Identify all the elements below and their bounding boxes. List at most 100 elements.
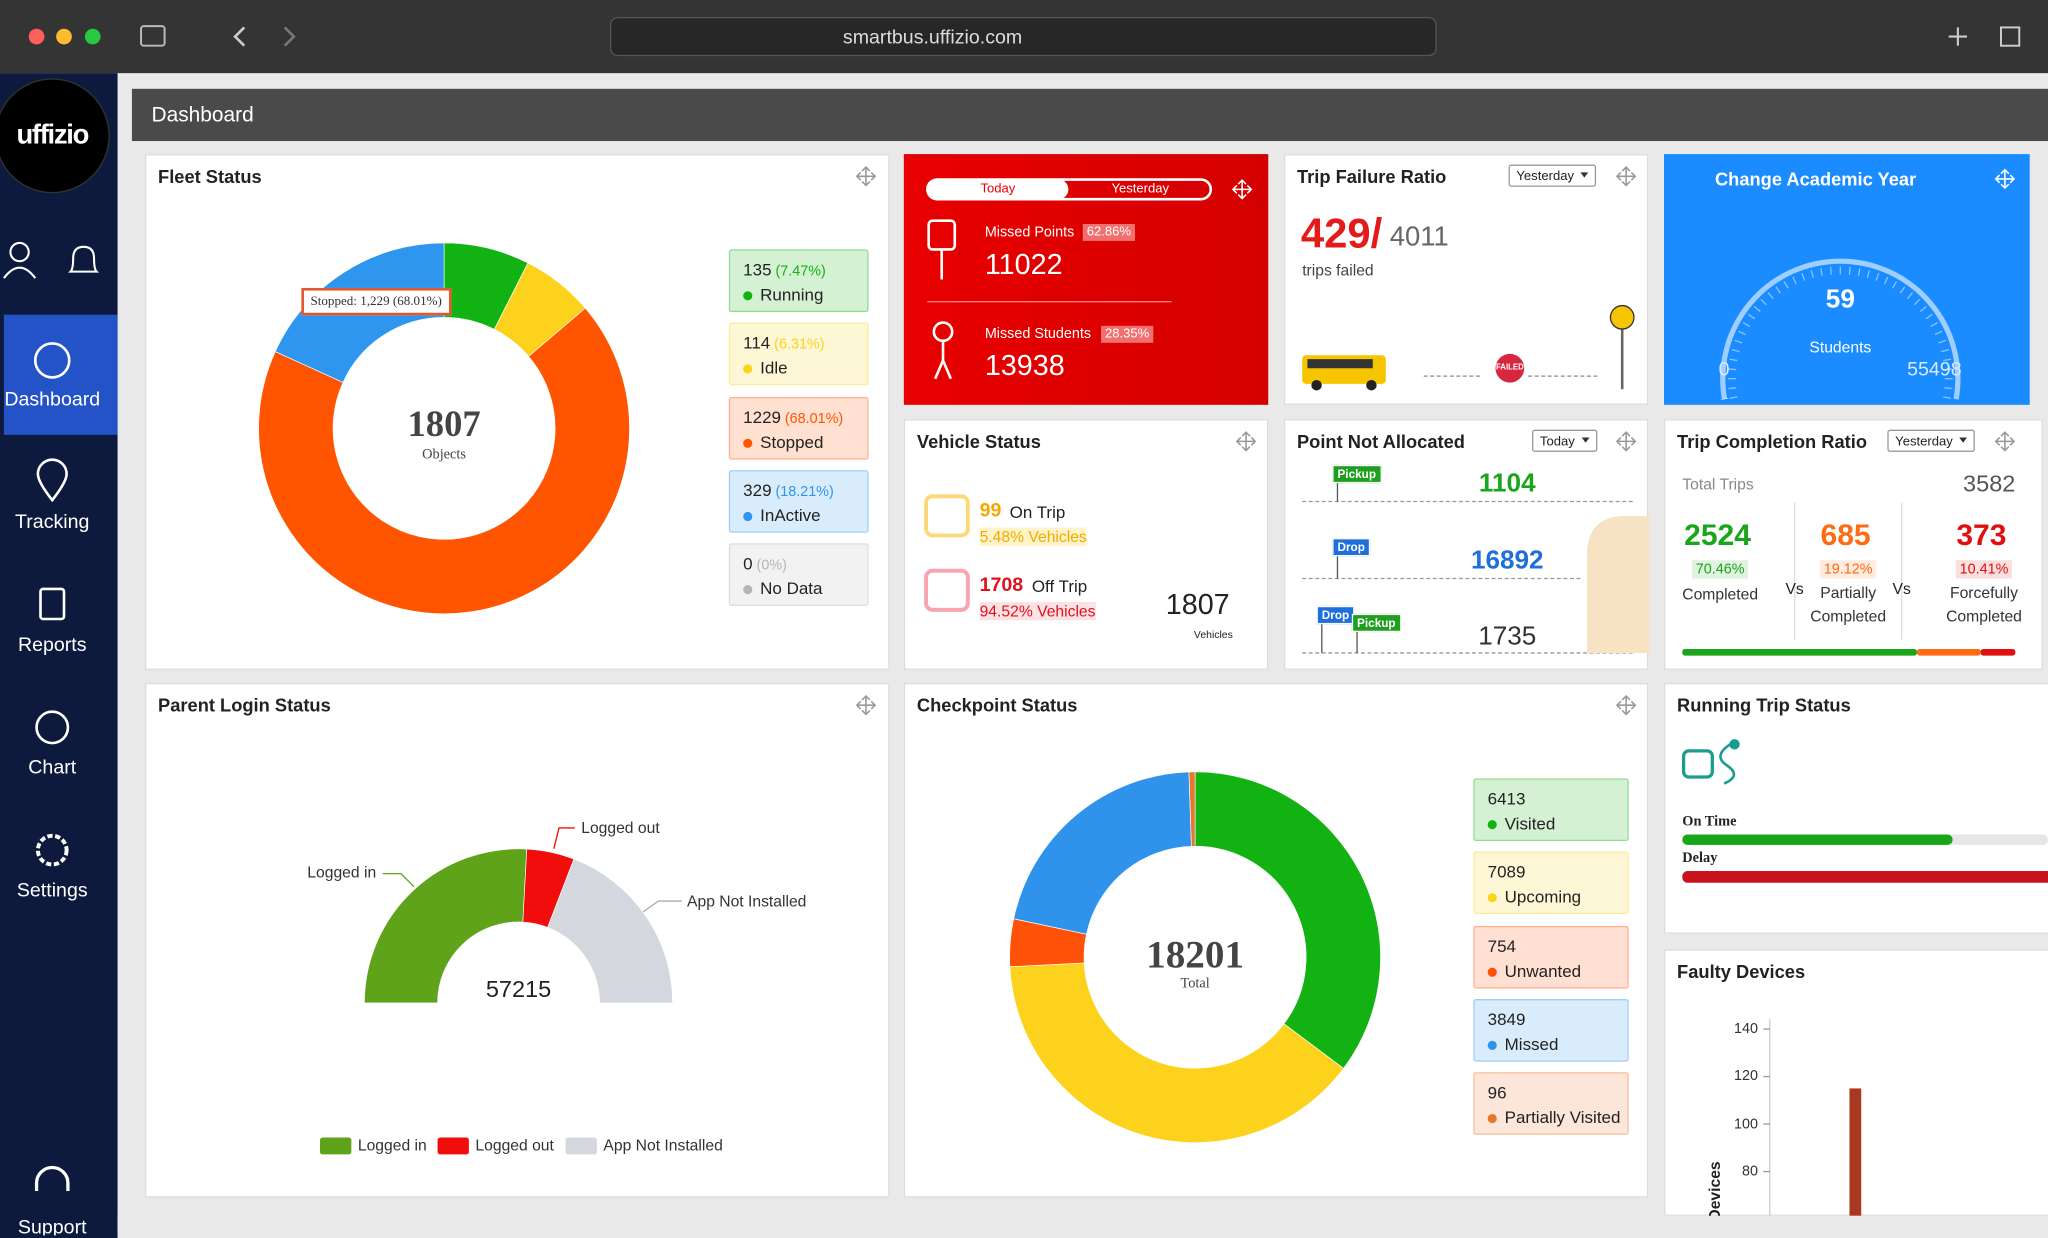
forward-button[interactable] [283, 26, 296, 47]
student-icon-body [933, 342, 953, 380]
logo-circle[interactable] [0, 78, 110, 194]
vs: Vs [1892, 579, 1911, 599]
gauge-tick [1930, 321, 1938, 328]
legend-item: 96 Partially Visited [1473, 1072, 1629, 1136]
gauge-tick [1944, 368, 1953, 371]
nav-item[interactable]: Reports [17, 634, 87, 657]
legend-count: 0 [743, 553, 753, 574]
legend-line: 7089 [1488, 862, 1628, 887]
period-dropdown[interactable]: Yesterday [1508, 164, 1597, 187]
bar-label: On Time [1682, 813, 1737, 830]
gauge-tick [1728, 387, 1737, 390]
off-trip-label: Off Trip [1031, 576, 1088, 597]
gauge-tick [1820, 267, 1823, 276]
legend-label: Visited [1504, 813, 1556, 834]
nav-item[interactable]: Tracking [15, 511, 90, 534]
tab[interactable]: Yesterday [1111, 182, 1170, 197]
donut-segment [258, 307, 630, 615]
card-title: Running Trip Status [1677, 694, 1851, 716]
gauge-max: 55498 [1907, 358, 1962, 381]
sidebar-toggle[interactable] [140, 25, 166, 47]
new-tab[interactable] [1948, 27, 1968, 46]
bar-label: Delay [1682, 850, 1718, 866]
period-dropdown[interactable]: Yesterday [1887, 429, 1975, 452]
completion-percent: 19.12% [1819, 560, 1877, 579]
y-tick-label: 120 [1734, 1068, 1759, 1085]
move-handle[interactable] [1615, 431, 1637, 452]
move-handle[interactable] [1615, 166, 1637, 187]
gauge-tick [1857, 267, 1861, 276]
move-handle[interactable] [855, 166, 877, 187]
legend-dot [743, 438, 753, 448]
gauge-tick [1810, 270, 1814, 278]
gauge-tick [1783, 281, 1789, 289]
back-button[interactable] [233, 26, 246, 47]
move-handle[interactable] [1994, 168, 2016, 190]
nav-item[interactable]: Chart [28, 756, 77, 779]
logo[interactable]: uffizio [16, 120, 89, 151]
legend-item: 7089 Upcoming [1473, 851, 1629, 915]
gauge-tick [1938, 339, 1947, 344]
legend-line: No Data [743, 579, 867, 604]
legend-line: Visited [1487, 813, 1628, 839]
running-bus-icon [1681, 749, 1714, 779]
period-dropdown[interactable]: Today [1532, 429, 1597, 452]
legend-label: No Data [760, 578, 823, 599]
y-tick-label: 100 [1734, 1116, 1759, 1132]
move-handle[interactable] [1235, 431, 1257, 452]
tooltip: Stopped: 1,229 (68.01%) [301, 287, 451, 316]
url[interactable]: smartbus.uffizio.com [842, 26, 1023, 49]
completion-percent: 10.41% [1955, 560, 2013, 579]
completion-value: 373 [1956, 517, 2007, 552]
nav-item[interactable]: Settings [16, 879, 88, 902]
card-title: Checkpoint Status [916, 694, 1078, 716]
legend-line: Stopped [743, 432, 867, 457]
minimize-button[interactable] [56, 28, 72, 45]
gauge-tick [1943, 396, 1952, 399]
legend-line: 754 [1488, 936, 1628, 961]
completion-label: Partially Completed [1810, 583, 1887, 626]
metric-percent: 62.86% [1082, 223, 1135, 241]
gauge-min: 0 [1718, 358, 1730, 381]
vehicle-total: 1807 [1165, 587, 1230, 621]
completion-card [1663, 419, 2043, 670]
profile-icon[interactable] [9, 241, 30, 263]
nav-item[interactable]: Support [17, 1216, 87, 1238]
bar [1849, 1088, 1862, 1216]
gauge-tick [1801, 272, 1806, 281]
zoom-button[interactable] [84, 28, 101, 45]
tabs-button[interactable] [1999, 26, 2021, 47]
gauge-tick [1848, 266, 1851, 275]
callout-label: Logged out [581, 818, 660, 838]
gauge-tick [1747, 313, 1756, 320]
move-handle[interactable] [1615, 694, 1637, 716]
sign-tag: Drop [1332, 538, 1371, 557]
legend-item: 1229 (68.01%) Stopped [728, 396, 869, 460]
donut-segment [1194, 771, 1381, 1069]
tab-active[interactable]: Today [927, 179, 1069, 200]
donut-total-label: Objects [422, 446, 467, 463]
card-title: Faulty Devices [1677, 961, 1806, 983]
legend-swatch [319, 1137, 352, 1155]
off-trip-count: 1708 [979, 573, 1024, 597]
gauge-tick [1899, 286, 1906, 294]
bell-icon[interactable] [68, 245, 100, 273]
nav-item[interactable]: Dashboard [4, 388, 101, 411]
failed-badge: FAILED [1495, 364, 1524, 373]
completion-label: Completed [1682, 585, 1759, 604]
row-value: 16892 [1470, 546, 1544, 576]
legend-line: 114 (6.31%) [743, 333, 867, 358]
leader-line [382, 872, 415, 888]
close-button[interactable] [28, 28, 45, 45]
legend-item: 3849 Missed [1473, 998, 1629, 1062]
legend-swatch [437, 1137, 469, 1155]
move-handle[interactable] [1994, 431, 2016, 452]
legend-dot [743, 364, 753, 374]
student-icon [932, 321, 954, 343]
legend-label: Logged out [475, 1136, 554, 1155]
address-bar[interactable] [609, 16, 1437, 57]
callout-label: Logged in [307, 863, 377, 882]
move-handle[interactable] [855, 694, 877, 716]
move-handle[interactable] [1231, 179, 1253, 200]
